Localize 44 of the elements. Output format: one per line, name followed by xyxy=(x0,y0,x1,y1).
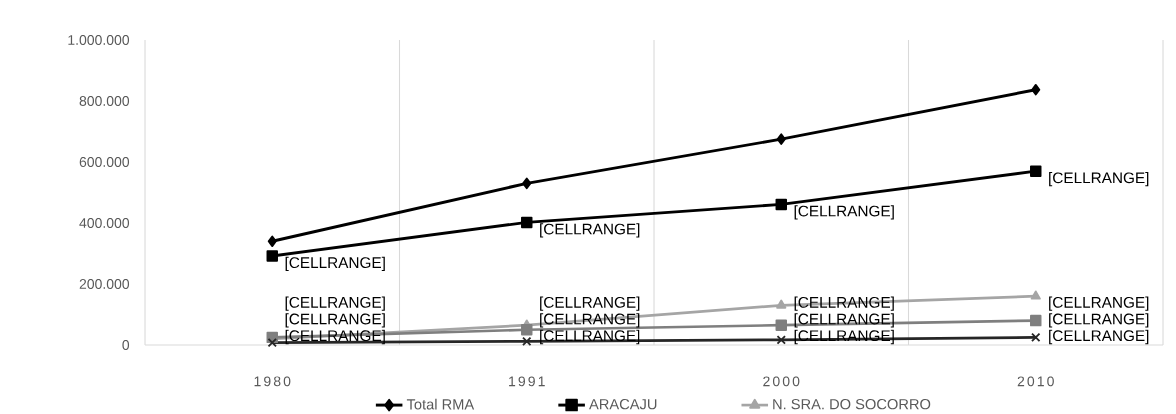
data-label: [CELLRANGE] xyxy=(794,313,894,328)
point xyxy=(522,336,532,347)
data-label: [CELLRANGE] xyxy=(285,313,385,328)
point xyxy=(267,235,277,248)
point xyxy=(267,337,277,348)
point xyxy=(776,299,787,309)
x-tick-label: 2000 xyxy=(763,376,800,387)
point xyxy=(521,324,533,336)
legend-label: N. SRA. DO SOCORRO xyxy=(773,398,931,410)
x-tick-label: 1991 xyxy=(509,376,545,387)
y-tick-label: 800.000 xyxy=(79,96,130,106)
data-label: [CELLRANGE] xyxy=(285,329,385,345)
point xyxy=(521,216,533,229)
point xyxy=(776,133,786,145)
data-label: [CELLRANGE] xyxy=(1049,329,1149,345)
point xyxy=(1030,165,1042,177)
point xyxy=(1030,290,1041,300)
data-label: [CELLRANGE] xyxy=(1049,296,1149,311)
data-label: [CELLRANGE] xyxy=(1049,313,1149,328)
data-label: [CELLRANGE] xyxy=(794,296,894,311)
point xyxy=(1031,332,1041,343)
x-tick-label: 1980 xyxy=(254,376,291,387)
data-label: [CELLRANGE] xyxy=(540,313,640,328)
y-tick-label: 400.000 xyxy=(79,218,130,228)
point xyxy=(266,250,278,262)
data-label: [CELLRANGE] xyxy=(540,296,640,311)
data-label: [CELLRANGE] xyxy=(285,256,385,272)
point xyxy=(775,319,787,331)
y-tick-label: 0 xyxy=(122,340,130,350)
y-tick-label: 600.000 xyxy=(79,157,130,167)
point xyxy=(1030,314,1042,327)
point xyxy=(775,198,787,211)
point xyxy=(776,335,786,345)
y-tick-label: 200.000 xyxy=(79,279,130,289)
legend-label: ARACAJU xyxy=(589,398,657,410)
y-tick-label: 1.000.000 xyxy=(68,35,130,45)
data-label: [CELLRANGE] xyxy=(1049,172,1149,187)
point xyxy=(522,177,532,190)
data-label: [CELLRANGE] xyxy=(540,223,640,238)
data-label: [CELLRANGE] xyxy=(794,205,894,220)
legend-label: Total RMA xyxy=(406,398,475,410)
data-label: [CELLRANGE] xyxy=(285,296,385,311)
x-tick-label: 2010 xyxy=(1017,376,1054,387)
point xyxy=(1031,83,1041,96)
